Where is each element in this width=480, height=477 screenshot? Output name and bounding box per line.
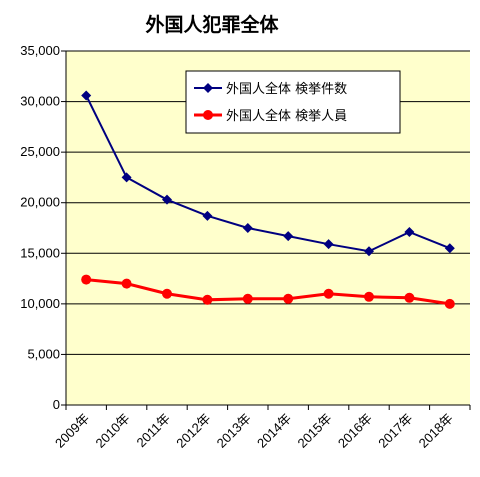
series-line	[85, 95, 451, 253]
y-tick-label: 25,000	[20, 144, 60, 159]
y-tick-label: 0	[53, 397, 60, 412]
data-point	[242, 223, 253, 233]
chart-title: 外国人犯罪全体	[145, 13, 279, 36]
data-point	[323, 239, 334, 250]
data-point	[364, 246, 374, 257]
data-point	[444, 298, 455, 309]
data-point	[162, 288, 172, 299]
x-axis-ticks: 2009年 2010年 2011年 2012年 2013年 2014年 2015年 2016年…	[52, 411, 456, 451]
data-point	[162, 194, 172, 205]
data-point	[364, 291, 374, 302]
y-tick-label: 35,000	[20, 43, 60, 58]
x-tick-label: 2017年	[375, 411, 415, 451]
data-point	[283, 231, 294, 242]
y-tick-label: 10,000	[20, 296, 60, 311]
data-point	[404, 227, 415, 238]
series-line	[86, 278, 451, 306]
x-tick-label: 2014年	[254, 411, 294, 451]
x-tick-label: 2018年	[416, 411, 456, 451]
y-tick-label: 30,000	[20, 94, 60, 109]
data-point	[202, 294, 213, 305]
data-point	[202, 210, 213, 221]
axes	[61, 50, 471, 410]
data-point	[242, 293, 253, 304]
y-tick-label: 15,000	[20, 245, 60, 260]
series	[81, 90, 455, 309]
data-point	[404, 292, 415, 303]
data-point	[121, 278, 132, 289]
x-tick-label: 2009年	[52, 411, 92, 451]
data-point	[283, 293, 294, 304]
y-tick-label: 5,000	[27, 346, 60, 361]
data-point	[81, 274, 92, 285]
y-axis-ticks: 0 5,000 10,000 15,000 20,000 25,000 30,000 35,0…	[20, 43, 60, 412]
data-point	[81, 90, 92, 101]
data-point	[121, 172, 132, 183]
series-1	[81, 90, 455, 257]
x-tick-label: 2011年	[134, 411, 174, 451]
y-tick-label: 20,000	[20, 195, 60, 210]
legend-box	[185, 70, 401, 134]
x-tick-label: 2016年	[335, 411, 375, 451]
x-tick-label: 2012年	[173, 411, 213, 451]
legend-marker	[203, 110, 213, 120]
legend-label: 外国人全体 検挙件数	[226, 81, 347, 97]
x-tick-label: 2015年	[294, 411, 334, 451]
x-tick-label: 2010年	[92, 411, 132, 451]
series-2	[81, 274, 455, 309]
data-point	[323, 288, 334, 299]
legend-label: 外国人全体 検挙人員	[226, 108, 347, 124]
data-point	[444, 243, 455, 254]
x-tick-label: 2013年	[214, 411, 254, 451]
legend-marker	[203, 83, 213, 93]
